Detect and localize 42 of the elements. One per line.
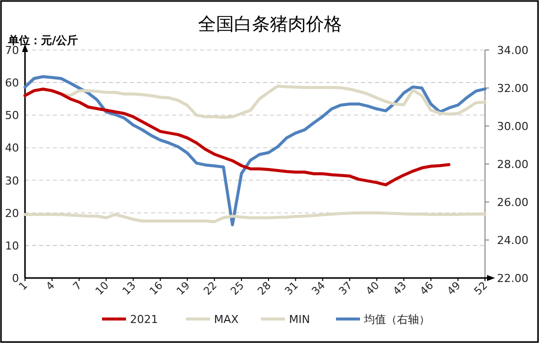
x-tick-label: 16 (147, 279, 166, 298)
legend-label: MAX (214, 313, 240, 326)
x-tick-label: 1 (16, 280, 30, 293)
x-tick-label: 4 (44, 279, 58, 293)
x-tick-label: 46 (418, 279, 436, 298)
legend-label: 2021 (130, 313, 158, 326)
y2-tick-label: 34.00 (497, 44, 528, 57)
x-tick-label: 7 (71, 280, 84, 293)
y-axis-title: 单位：元/公斤 (7, 34, 78, 47)
x-tick-label: 28 (256, 280, 274, 298)
y-tick-label: 40 (5, 142, 19, 155)
x-tick-label: 37 (336, 280, 355, 298)
y2-tick-label: 22.00 (497, 272, 528, 285)
y2-tick-label: 24.00 (497, 234, 528, 247)
y-tick-label: 30 (5, 174, 19, 188)
line-series (24, 211, 486, 224)
y2-tick-label: 28.00 (497, 158, 528, 171)
x-tick-label: 40 (364, 280, 382, 298)
y-tick-label: 70 (5, 44, 19, 57)
x-tick-label: 22 (202, 280, 220, 298)
x-tick-label: 25 (228, 280, 247, 298)
y-tick-label: 20 (5, 206, 19, 220)
legend-label: MIN (289, 313, 310, 326)
line-series (24, 75, 486, 226)
x-tick-label: 43 (391, 280, 409, 298)
x-tick-label: 13 (120, 280, 138, 298)
x-tick-label: 19 (174, 280, 192, 298)
y-tick-label: 50 (5, 109, 19, 122)
chart-title: 全国白条猪肉价格 (198, 14, 342, 35)
x-tick-label: 10 (93, 280, 112, 298)
y-tick-label: 60 (5, 76, 19, 90)
x-tick-label: 34 (310, 279, 328, 298)
y2-tick-label: 32.00 (497, 82, 528, 95)
x-tick-label: 49 (445, 280, 464, 298)
x-tick-label: 52 (472, 280, 490, 298)
line-series (24, 88, 450, 186)
y-tick-label: 10 (5, 239, 19, 252)
y2-tick-label: 30.00 (497, 120, 528, 133)
legend-label: 均值（右轴） (363, 313, 430, 326)
x-tick-label: 31 (282, 280, 301, 298)
y-tick-label: 0 (12, 272, 19, 285)
y2-tick-label: 26.00 (497, 196, 528, 209)
